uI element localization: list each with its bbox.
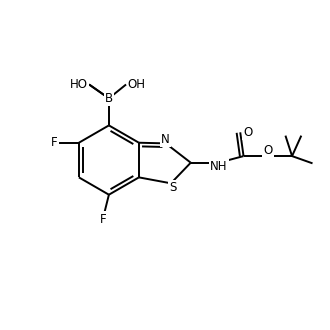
Text: OH: OH: [128, 78, 146, 91]
Text: N: N: [161, 133, 170, 146]
Text: NH: NH: [210, 160, 228, 173]
Text: F: F: [51, 136, 58, 149]
Text: O: O: [243, 126, 252, 139]
Text: S: S: [169, 181, 176, 194]
Text: HO: HO: [69, 78, 87, 91]
Text: F: F: [100, 213, 106, 226]
Text: B: B: [105, 92, 113, 105]
Text: O: O: [264, 144, 273, 157]
